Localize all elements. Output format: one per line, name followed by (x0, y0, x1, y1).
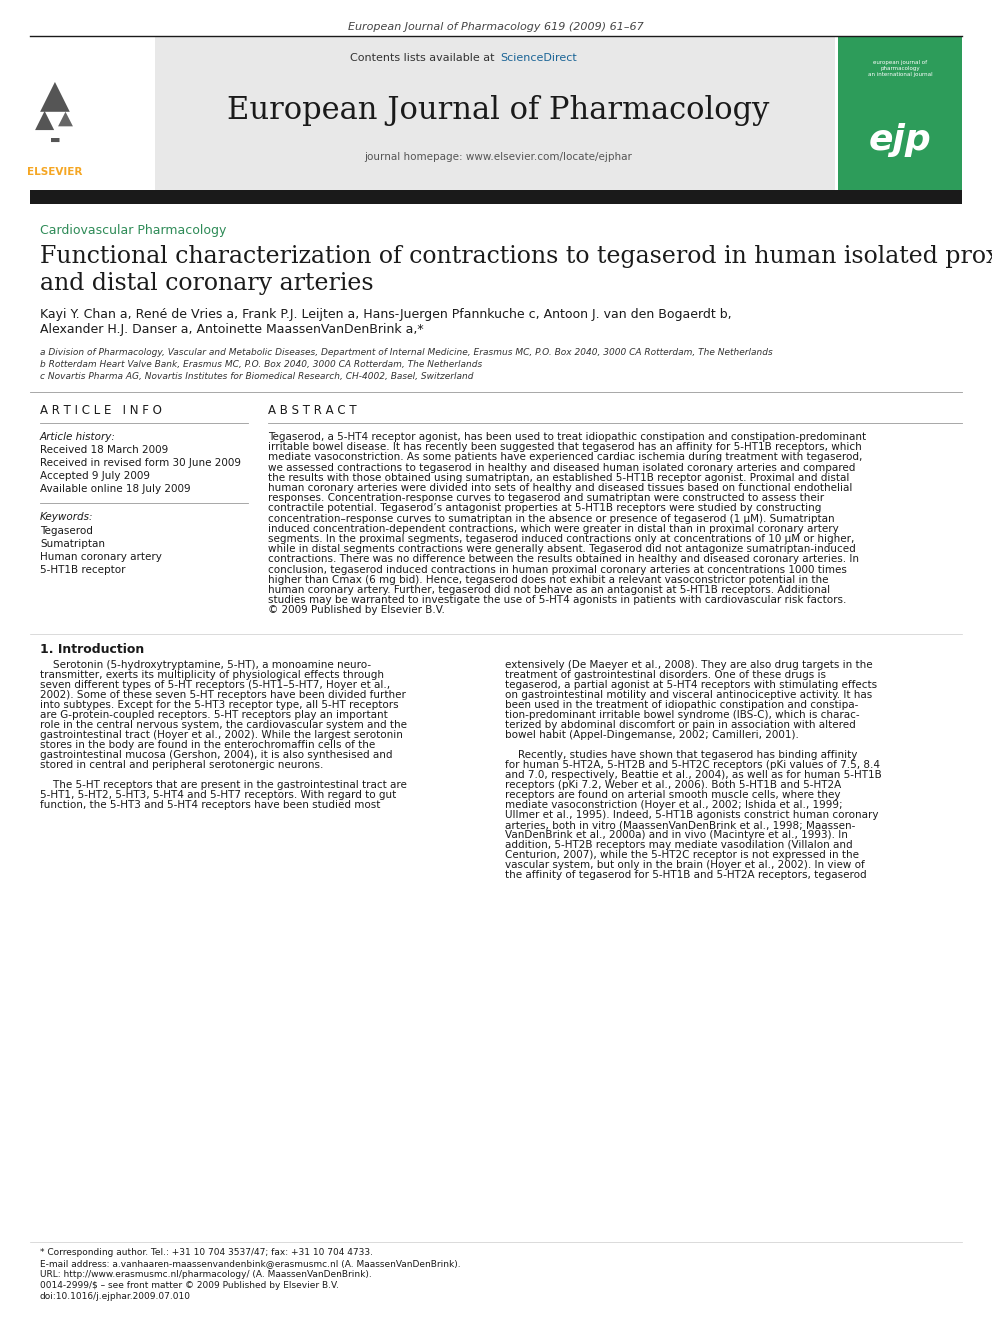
Text: Ullmer et al., 1995). Indeed, 5-HT1B agonists constrict human coronary: Ullmer et al., 1995). Indeed, 5-HT1B ago… (505, 810, 879, 820)
Text: on gastrointestinal motility and visceral antinociceptive activity. It has: on gastrointestinal motility and viscera… (505, 691, 872, 700)
Text: tion-predominant irritable bowel syndrome (IBS-C), which is charac-: tion-predominant irritable bowel syndrom… (505, 710, 860, 720)
Bar (838, 37, 962, 194)
Text: arteries, both in vitro (MaassenVanDenBrink et al., 1998; Maassen-: arteries, both in vitro (MaassenVanDenBr… (505, 820, 855, 830)
Text: while in distal segments contractions were generally absent. Tegaserod did not a: while in distal segments contractions we… (268, 544, 856, 554)
Text: Keywords:: Keywords: (40, 512, 93, 523)
Text: © 2009 Published by Elsevier B.V.: © 2009 Published by Elsevier B.V. (268, 606, 444, 615)
Text: studies may be warranted to investigate the use of 5-HT4 agonists in patients wi: studies may be warranted to investigate … (268, 595, 846, 605)
Text: ELSEVIER: ELSEVIER (28, 167, 82, 177)
Text: ScienceDirect: ScienceDirect (500, 53, 576, 64)
Text: segments. In the proximal segments, tegaserod induced contractions only at conce: segments. In the proximal segments, tega… (268, 534, 854, 544)
Text: transmitter, exerts its multiplicity of physiological effects through: transmitter, exerts its multiplicity of … (40, 669, 384, 680)
Text: into subtypes. Except for the 5-HT3 receptor type, all 5-HT receptors: into subtypes. Except for the 5-HT3 rece… (40, 700, 399, 710)
Text: contractions. There was no difference between the results obtained in healthy an: contractions. There was no difference be… (268, 554, 859, 565)
Text: The 5-HT receptors that are present in the gastrointestinal tract are: The 5-HT receptors that are present in t… (40, 781, 407, 790)
Text: 5-HT1, 5-HT2, 5-HT3, 5-HT4 and 5-HT7 receptors. With regard to gut: 5-HT1, 5-HT2, 5-HT3, 5-HT4 and 5-HT7 rec… (40, 790, 396, 800)
Text: Contents lists available at: Contents lists available at (350, 53, 498, 64)
Text: A B S T R A C T: A B S T R A C T (268, 404, 357, 417)
Text: contractile potential. Tegaserod’s antagonist properties at 5-HT1B receptors wer: contractile potential. Tegaserod’s antag… (268, 503, 821, 513)
Bar (30, 37, 125, 194)
Text: stores in the body are found in the enterochromaffin cells of the: stores in the body are found in the ente… (40, 740, 375, 750)
Bar (30, 191, 962, 204)
Text: Human coronary artery: Human coronary artery (40, 552, 162, 562)
Text: 5-HT1B receptor: 5-HT1B receptor (40, 565, 126, 576)
Text: Sumatriptan: Sumatriptan (40, 538, 105, 549)
Text: Functional characterization of contractions to tegaserod in human isolated proxi: Functional characterization of contracti… (40, 245, 992, 269)
Text: ▲: ▲ (40, 75, 70, 114)
Text: European Journal of Pharmacology 619 (2009) 61–67: European Journal of Pharmacology 619 (20… (348, 22, 644, 32)
Text: conclusion, tegaserod induced contractions in human proximal coronary arteries a: conclusion, tegaserod induced contractio… (268, 565, 847, 574)
Text: and 7.0, respectively, Beattie et al., 2004), as well as for human 5-HT1B: and 7.0, respectively, Beattie et al., 2… (505, 770, 882, 781)
Text: ▲: ▲ (58, 108, 72, 127)
Text: doi:10.1016/j.ejphar.2009.07.010: doi:10.1016/j.ejphar.2009.07.010 (40, 1293, 191, 1301)
Text: Tegaserod: Tegaserod (40, 527, 93, 536)
Text: b Rotterdam Heart Valve Bank, Erasmus MC, P.O. Box 2040, 3000 CA Rotterdam, The : b Rotterdam Heart Valve Bank, Erasmus MC… (40, 360, 482, 369)
Text: function, the 5-HT3 and 5-HT4 receptors have been studied most: function, the 5-HT3 and 5-HT4 receptors … (40, 800, 380, 810)
Text: gastrointestinal tract (Hoyer et al., 2002). While the largest serotonin: gastrointestinal tract (Hoyer et al., 20… (40, 730, 403, 740)
Text: Available online 18 July 2009: Available online 18 July 2009 (40, 484, 190, 493)
Text: Kayi Y. Chan a, René de Vries a, Frank P.J. Leijten a, Hans-Juergen Pfannkuche c: Kayi Y. Chan a, René de Vries a, Frank P… (40, 308, 732, 321)
Text: treatment of gastrointestinal disorders. One of these drugs is: treatment of gastrointestinal disorders.… (505, 669, 826, 680)
Text: stored in central and peripheral serotonergic neurons.: stored in central and peripheral seroton… (40, 759, 323, 770)
Text: for human 5-HT2A, 5-HT2B and 5-HT2C receptors (pKi values of 7.5, 8.4: for human 5-HT2A, 5-HT2B and 5-HT2C rece… (505, 759, 880, 770)
Text: journal homepage: www.elsevier.com/locate/ejphar: journal homepage: www.elsevier.com/locat… (364, 152, 632, 161)
Text: Received in revised form 30 June 2009: Received in revised form 30 June 2009 (40, 458, 241, 468)
Text: higher than Cmax (6 mg bid). Hence, tegaserod does not exhibit a relevant vasoco: higher than Cmax (6 mg bid). Hence, tega… (268, 574, 828, 585)
Text: extensively (De Maeyer et al., 2008). They are also drug targets in the: extensively (De Maeyer et al., 2008). Th… (505, 660, 873, 669)
Text: the results with those obtained using sumatriptan, an established 5-HT1B recepto: the results with those obtained using su… (268, 472, 849, 483)
Text: Article history:: Article history: (40, 433, 116, 442)
Text: tegaserod, a partial agonist at 5-HT4 receptors with stimulating effects: tegaserod, a partial agonist at 5-HT4 re… (505, 680, 877, 691)
Text: human coronary artery. Further, tegaserod did not behave as an antagonist at 5-H: human coronary artery. Further, tegasero… (268, 585, 830, 595)
Text: been used in the treatment of idiopathic constipation and constipa-: been used in the treatment of idiopathic… (505, 700, 858, 710)
Text: 1. Introduction: 1. Introduction (40, 643, 144, 656)
Text: Accepted 9 July 2009: Accepted 9 July 2009 (40, 471, 150, 482)
Text: ejp: ejp (869, 123, 931, 157)
Text: Alexander H.J. Danser a, Antoinette MaassenVanDenBrink a,*: Alexander H.J. Danser a, Antoinette Maas… (40, 323, 424, 336)
Text: receptors (pKi 7.2, Weber et al., 2006). Both 5-HT1B and 5-HT2A: receptors (pKi 7.2, Weber et al., 2006).… (505, 781, 841, 790)
Text: E-mail address: a.vanhaaren-maassenvandenbink@erasmusmc.nl (A. MaassenVanDenBrin: E-mail address: a.vanhaaren-maassenvande… (40, 1259, 460, 1267)
Text: and distal coronary arteries: and distal coronary arteries (40, 273, 374, 295)
Text: receptors are found on arterial smooth muscle cells, where they: receptors are found on arterial smooth m… (505, 790, 840, 800)
Text: VanDenBrink et al., 2000a) and in vivo (Macintyre et al., 1993). In: VanDenBrink et al., 2000a) and in vivo (… (505, 830, 848, 840)
Text: concentration–response curves to sumatriptan in the absence or presence of tegas: concentration–response curves to sumatri… (268, 513, 834, 524)
Text: * Corresponding author. Tel.: +31 10 704 3537/47; fax: +31 10 704 4733.: * Corresponding author. Tel.: +31 10 704… (40, 1248, 373, 1257)
Text: URL: http://www.erasmusmc.nl/pharmacology/ (A. MaassenVanDenBrink).: URL: http://www.erasmusmc.nl/pharmacolog… (40, 1270, 372, 1279)
Text: 2002). Some of these seven 5-HT receptors have been divided further: 2002). Some of these seven 5-HT receptor… (40, 691, 406, 700)
Text: human coronary arteries were divided into sets of healthy and diseased tissues b: human coronary arteries were divided int… (268, 483, 852, 493)
Text: vascular system, but only in the brain (Hoyer et al., 2002). In view of: vascular system, but only in the brain (… (505, 860, 865, 871)
Text: we assessed contractions to tegaserod in healthy and diseased human isolated cor: we assessed contractions to tegaserod in… (268, 463, 855, 472)
Text: Tegaserod, a 5-HT4 receptor agonist, has been used to treat idiopathic constipat: Tegaserod, a 5-HT4 receptor agonist, has… (268, 433, 866, 442)
Text: bowel habit (Appel-Dingemanse, 2002; Camilleri, 2001).: bowel habit (Appel-Dingemanse, 2002; Cam… (505, 730, 799, 740)
Text: Received 18 March 2009: Received 18 March 2009 (40, 445, 169, 455)
Text: Cardiovascular Pharmacology: Cardiovascular Pharmacology (40, 224, 226, 237)
Text: role in the central nervous system, the cardiovascular system and the: role in the central nervous system, the … (40, 720, 407, 730)
Text: european journal of
pharmacology
an international journal: european journal of pharmacology an inte… (868, 60, 932, 78)
Text: Recently, studies have shown that tegaserod has binding affinity: Recently, studies have shown that tegase… (505, 750, 857, 759)
Text: the affinity of tegaserod for 5-HT1B and 5-HT2A receptors, tegaserod: the affinity of tegaserod for 5-HT1B and… (505, 871, 867, 880)
Text: gastrointestinal mucosa (Gershon, 2004), it is also synthesised and: gastrointestinal mucosa (Gershon, 2004),… (40, 750, 393, 759)
Text: mediate vasoconstriction (Hoyer et al., 2002; Ishida et al., 1999;: mediate vasoconstriction (Hoyer et al., … (505, 800, 842, 810)
Text: a Division of Pharmacology, Vascular and Metabolic Diseases, Department of Inter: a Division of Pharmacology, Vascular and… (40, 348, 773, 357)
Text: European Journal of Pharmacology: European Journal of Pharmacology (227, 94, 769, 126)
Text: Centurion, 2007), while the 5-HT2C receptor is not expressed in the: Centurion, 2007), while the 5-HT2C recep… (505, 849, 859, 860)
Text: 0014-2999/$ – see front matter © 2009 Published by Elsevier B.V.: 0014-2999/$ – see front matter © 2009 Pu… (40, 1281, 339, 1290)
Text: Serotonin (5-hydroxytryptamine, 5-HT), a monoamine neuro-: Serotonin (5-hydroxytryptamine, 5-HT), a… (40, 660, 371, 669)
Text: are G-protein-coupled receptors. 5-HT receptors play an important: are G-protein-coupled receptors. 5-HT re… (40, 710, 388, 720)
Text: mediate vasoconstriction. As some patients have experienced cardiac ischemia dur: mediate vasoconstriction. As some patien… (268, 452, 862, 463)
Text: seven different types of 5-HT receptors (5-HT1–5-HT7, Hoyer et al.,: seven different types of 5-HT receptors … (40, 680, 390, 691)
Text: A R T I C L E   I N F O: A R T I C L E I N F O (40, 404, 162, 417)
Text: induced concentration-dependent contractions, which were greater in distal than : induced concentration-dependent contract… (268, 524, 839, 533)
Text: responses. Concentration-response curves to tegaserod and sumatriptan were const: responses. Concentration-response curves… (268, 493, 824, 503)
Text: c Novartis Pharma AG, Novartis Institutes for Biomedical Research, CH-4002, Base: c Novartis Pharma AG, Novartis Institute… (40, 372, 473, 381)
Text: terized by abdominal discomfort or pain in association with altered: terized by abdominal discomfort or pain … (505, 720, 856, 730)
Text: ▲: ▲ (36, 108, 55, 132)
Text: irritable bowel disease. It has recently been suggested that tegaserod has an af: irritable bowel disease. It has recently… (268, 442, 862, 452)
Text: addition, 5-HT2B receptors may mediate vasodilation (Villalon and: addition, 5-HT2B receptors may mediate v… (505, 840, 853, 849)
Text: ▬: ▬ (50, 135, 61, 146)
Bar (155, 37, 835, 194)
